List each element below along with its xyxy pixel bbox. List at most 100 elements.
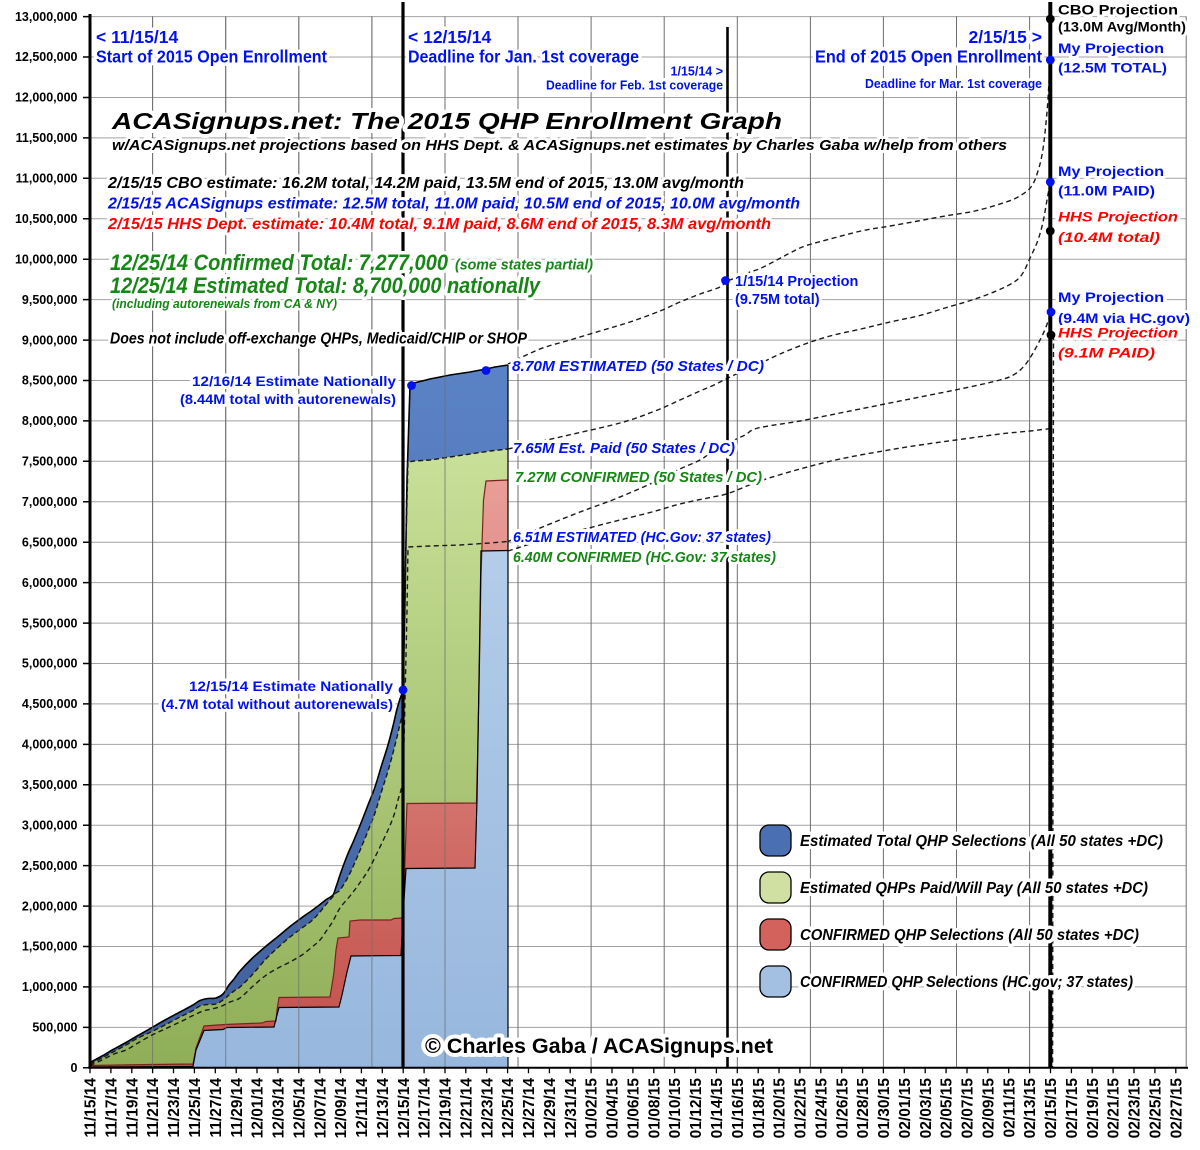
- svg-text:End of 2015 Open Enrollment: End of 2015 Open Enrollment: [815, 47, 1042, 67]
- svg-text:1/15/14 >: 1/15/14 >: [671, 65, 723, 79]
- svg-text:(including autorenewals from C: (including autorenewals from CA & NY): [112, 297, 337, 311]
- svg-text:(10.4M total): (10.4M total): [1058, 229, 1160, 245]
- svg-text:Deadline for Mar. 1st coverage: Deadline for Mar. 1st coverage: [865, 77, 1042, 91]
- svg-text:02/19/15: 02/19/15: [1085, 1078, 1102, 1139]
- svg-text:12/23/14: 12/23/14: [479, 1078, 496, 1139]
- svg-text:11,000,000: 11,000,000: [16, 172, 78, 186]
- svg-text:01/14/15: 01/14/15: [709, 1078, 726, 1139]
- svg-text:(some states partial): (some states partial): [455, 258, 593, 274]
- svg-text:6.40M CONFIRMED (HC.Gov: 37 st: 6.40M CONFIRMED (HC.Gov: 37 states): [513, 550, 776, 566]
- svg-text:6.51M ESTIMATED (HC.Gov: 37 st: 6.51M ESTIMATED (HC.Gov: 37 states): [513, 530, 771, 546]
- svg-text:© Charles Gaba / ACASignups.ne: © Charles Gaba / ACASignups.net: [425, 1035, 773, 1058]
- svg-text:01/18/15: 01/18/15: [751, 1078, 768, 1139]
- svg-text:9,500,000: 9,500,000: [22, 293, 78, 307]
- svg-text:3,000,000: 3,000,000: [22, 818, 78, 832]
- svg-text:w/ACASignups.net projections b: w/ACASignups.net projections based on HH…: [112, 137, 1007, 154]
- svg-text:02/23/15: 02/23/15: [1127, 1078, 1144, 1139]
- svg-text:12/05/14: 12/05/14: [291, 1078, 308, 1139]
- svg-text:CBO Projection: CBO Projection: [1058, 2, 1178, 18]
- svg-text:11/15/14: 11/15/14: [83, 1078, 100, 1138]
- svg-text:10,000,000: 10,000,000: [15, 252, 78, 266]
- svg-text:02/13/15: 02/13/15: [1022, 1078, 1039, 1139]
- svg-text:2/15/15 ACASignups estimate: 1: 2/15/15 ACASignups estimate: 12.5M total…: [107, 196, 800, 213]
- svg-text:12/11/14: 12/11/14: [354, 1078, 371, 1138]
- svg-text:Does not include off-exchange: Does not include off-exchange QHPs, Medi…: [110, 331, 528, 348]
- svg-text:HHS Projection: HHS Projection: [1058, 325, 1178, 341]
- svg-text:My Projection: My Projection: [1058, 163, 1164, 179]
- svg-text:2,000,000: 2,000,000: [22, 899, 78, 913]
- svg-text:12/29/14: 12/29/14: [542, 1078, 559, 1139]
- svg-text:(4.7M total without autorenewa: (4.7M total without autorenewals): [161, 696, 393, 712]
- svg-text:02/11/15: 02/11/15: [1001, 1078, 1018, 1138]
- svg-text:12/31/14: 12/31/14: [563, 1078, 580, 1139]
- svg-text:My Projection: My Projection: [1058, 40, 1164, 56]
- svg-text:01/10/15: 01/10/15: [667, 1078, 684, 1139]
- svg-text:12/17/14: 12/17/14: [417, 1078, 434, 1139]
- svg-text:01/16/15: 01/16/15: [730, 1078, 747, 1139]
- svg-text:< 11/15/14: < 11/15/14: [96, 27, 179, 47]
- svg-text:01/06/15: 01/06/15: [626, 1078, 643, 1139]
- svg-text:5,500,000: 5,500,000: [22, 616, 78, 630]
- svg-text:11/25/14: 11/25/14: [187, 1078, 204, 1138]
- svg-text:(13.0M Avg/Month): (13.0M Avg/Month): [1058, 19, 1186, 35]
- svg-text:01/22/15: 01/22/15: [793, 1078, 810, 1139]
- svg-text:12/01/14: 12/01/14: [250, 1078, 267, 1139]
- svg-text:Estimated QHPs Paid/Will Pay (: Estimated QHPs Paid/Will Pay (All 50 sta…: [800, 880, 1148, 897]
- svg-text:11/19/14: 11/19/14: [124, 1078, 141, 1138]
- svg-text:(9.75M total): (9.75M total): [735, 292, 820, 308]
- svg-text:(8.44M total with autorenewals: (8.44M total with autorenewals): [180, 391, 396, 407]
- svg-text:12/15/14 Estimate Nationally: 12/15/14 Estimate Nationally: [189, 678, 393, 694]
- svg-text:1,500,000: 1,500,000: [22, 940, 78, 954]
- svg-text:11/23/14: 11/23/14: [166, 1078, 183, 1138]
- svg-text:(9.1M PAID): (9.1M PAID): [1058, 345, 1155, 361]
- svg-text:4,500,000: 4,500,000: [22, 697, 78, 711]
- svg-text:Deadline for Jan. 1st coverage: Deadline for Jan. 1st coverage: [408, 47, 639, 67]
- svg-text:02/25/15: 02/25/15: [1148, 1078, 1165, 1139]
- svg-text:11/17/14: 11/17/14: [104, 1078, 121, 1138]
- svg-text:11/27/14: 11/27/14: [208, 1078, 225, 1138]
- svg-text:4,000,000: 4,000,000: [22, 738, 78, 752]
- svg-text:01/02/15: 01/02/15: [584, 1078, 601, 1139]
- svg-text:02/03/15: 02/03/15: [918, 1078, 935, 1139]
- svg-text:02/09/15: 02/09/15: [980, 1078, 997, 1139]
- svg-text:01/12/15: 01/12/15: [688, 1078, 705, 1139]
- svg-text:ACASignups.net: The 2015 QHP E: ACASignups.net: The 2015 QHP Enrollment …: [111, 108, 782, 134]
- svg-text:9,000,000: 9,000,000: [22, 333, 78, 347]
- svg-text:11/29/14: 11/29/14: [229, 1078, 246, 1138]
- svg-text:12/15/14: 12/15/14: [396, 1078, 413, 1139]
- svg-text:12/07/14: 12/07/14: [312, 1078, 329, 1139]
- svg-text:5,000,000: 5,000,000: [22, 657, 78, 671]
- svg-text:02/15/15: 02/15/15: [1043, 1078, 1060, 1139]
- svg-text:2/15/15 CBO estimate: 16.2M to: 2/15/15 CBO estimate: 16.2M total, 14.2M…: [107, 175, 744, 192]
- svg-text:My Projection: My Projection: [1058, 289, 1164, 305]
- svg-text:01/04/15: 01/04/15: [605, 1078, 622, 1139]
- svg-text:02/07/15: 02/07/15: [960, 1078, 977, 1139]
- svg-text:12/27/14: 12/27/14: [521, 1078, 538, 1139]
- svg-text:8,500,000: 8,500,000: [22, 374, 78, 388]
- svg-text:01/20/15: 01/20/15: [772, 1078, 789, 1139]
- svg-text:(12.5M TOTAL): (12.5M TOTAL): [1058, 60, 1167, 76]
- svg-text:02/21/15: 02/21/15: [1106, 1078, 1123, 1139]
- svg-text:12,000,000: 12,000,000: [15, 91, 78, 105]
- svg-text:CONFIRMED QHP Selections (All: CONFIRMED QHP Selections (All 50 states …: [800, 927, 1139, 944]
- svg-text:02/05/15: 02/05/15: [939, 1078, 956, 1139]
- svg-text:2,500,000: 2,500,000: [22, 859, 78, 873]
- svg-text:10,500,000: 10,500,000: [15, 212, 78, 226]
- svg-text:12/09/14: 12/09/14: [333, 1078, 350, 1139]
- svg-text:12/25/14 Estimated Total: 8,70: 12/25/14 Estimated Total: 8,700,000 nati…: [110, 273, 542, 298]
- svg-text:12/03/14: 12/03/14: [271, 1078, 288, 1139]
- svg-text:02/27/15: 02/27/15: [1168, 1078, 1185, 1139]
- svg-text:12/13/14: 12/13/14: [375, 1078, 392, 1139]
- svg-text:Start of 2015 Open Enrollment: Start of 2015 Open Enrollment: [96, 47, 327, 67]
- svg-text:8,000,000: 8,000,000: [22, 414, 78, 428]
- svg-text:6,500,000: 6,500,000: [22, 535, 78, 549]
- svg-text:01/30/15: 01/30/15: [876, 1078, 893, 1139]
- svg-text:Deadline for Feb. 1st coverage: Deadline for Feb. 1st coverage: [546, 79, 723, 93]
- svg-text:7.65M Est. Paid (50 States / D: 7.65M Est. Paid (50 States / DC): [513, 441, 735, 457]
- svg-text:7,500,000: 7,500,000: [22, 455, 78, 469]
- svg-text:12,500,000: 12,500,000: [15, 50, 78, 64]
- svg-text:01/24/15: 01/24/15: [813, 1078, 830, 1139]
- svg-text:HHS Projection: HHS Projection: [1058, 209, 1178, 225]
- svg-text:CONFIRMED QHP Selections (HC.g: CONFIRMED QHP Selections (HC.gov; 37 sta…: [800, 974, 1133, 991]
- svg-text:2/15/15 >: 2/15/15 >: [969, 27, 1042, 47]
